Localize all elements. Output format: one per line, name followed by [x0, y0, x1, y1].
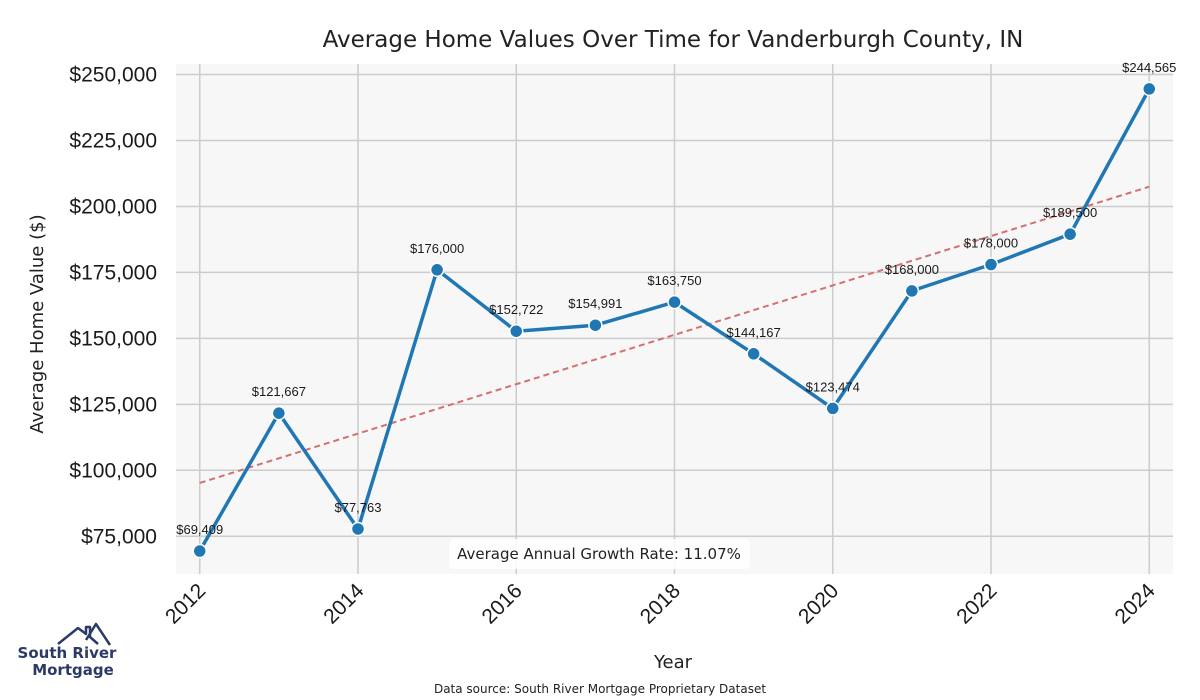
data-label: $176,000 [410, 241, 464, 256]
y-tick-label: $150,000 [69, 327, 157, 350]
data-point [429, 262, 445, 278]
data-label: $152,722 [489, 302, 543, 317]
x-axis-label: Year [653, 652, 693, 673]
data-point [904, 283, 920, 299]
x-tick-label: 2014 [319, 579, 369, 629]
trend-line [199, 185, 1150, 484]
data-point [508, 323, 524, 339]
data-label: $69,409 [176, 522, 223, 537]
x-tick-label: 2018 [636, 579, 685, 628]
data-point [825, 401, 841, 416]
data-label: $154,991 [568, 296, 622, 311]
data-label: $123,474 [806, 379, 860, 394]
y-tick-label: $225,000 [69, 130, 157, 153]
data-point [588, 317, 603, 333]
house-icon [57, 625, 99, 645]
data-point [350, 521, 366, 537]
data-label: $121,667 [252, 384, 306, 399]
data-label: $189,500 [1043, 205, 1097, 220]
y-tick-label: $100,000 [69, 459, 157, 482]
roof-icon [84, 622, 112, 646]
y-tick-label: $75,000 [81, 525, 157, 548]
data-label: $168,000 [885, 262, 939, 277]
data-labels: $69,409 $121,667 $77,763 $176,000 $152,722 $1… [176, 60, 1176, 537]
x-tick-label: 2024 [1110, 579, 1160, 629]
x-tick-label: 2012 [161, 579, 210, 628]
data-source: Data source: South River Mortgage Propri… [434, 682, 766, 696]
data-label: $77,763 [334, 500, 381, 515]
growth-rate-annotation: Average Annual Growth Rate: 11.07% [457, 545, 741, 563]
data-label: $144,167 [727, 325, 781, 340]
data-label: $244,565 [1122, 60, 1176, 75]
y-tick-label: $125,000 [69, 393, 157, 416]
data-point [1142, 81, 1157, 97]
logo-line-2: Mortgage [32, 661, 114, 679]
data-point [192, 543, 207, 559]
data-label: $163,750 [647, 273, 701, 288]
data-point [667, 294, 682, 310]
data-point [746, 346, 761, 362]
x-tick-labels: 2012 2014 2016 2018 2020 2022 2024 [161, 579, 1160, 629]
y-tick-labels: $75,000 $100,000 $125,000 $150,000 $175,000 $… [69, 64, 157, 549]
data-point [983, 257, 999, 272]
data-points [192, 81, 1157, 559]
y-tick-label: $175,000 [69, 261, 157, 284]
x-tick-label: 2016 [477, 579, 526, 628]
grid-x [198, 64, 1151, 574]
data-point [1062, 226, 1078, 242]
logo: South River Mortgage [18, 622, 118, 679]
x-tick-label: 2020 [794, 579, 843, 628]
logo-line-1: South River [18, 644, 118, 662]
y-tick-label: $250,000 [69, 64, 157, 87]
y-tick-label: $200,000 [69, 195, 157, 218]
growth-rate-box [449, 539, 750, 569]
data-label: $178,000 [964, 236, 1018, 251]
data-point [271, 405, 287, 421]
chart-title: Average Home Values Over Time for Vander… [323, 27, 1024, 53]
y-axis-label: Average Home Value ($) [27, 214, 48, 433]
x-tick-label: 2022 [952, 579, 1001, 628]
